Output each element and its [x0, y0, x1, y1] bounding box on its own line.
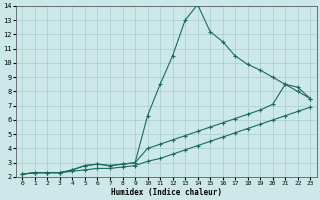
- X-axis label: Humidex (Indice chaleur): Humidex (Indice chaleur): [111, 188, 222, 197]
